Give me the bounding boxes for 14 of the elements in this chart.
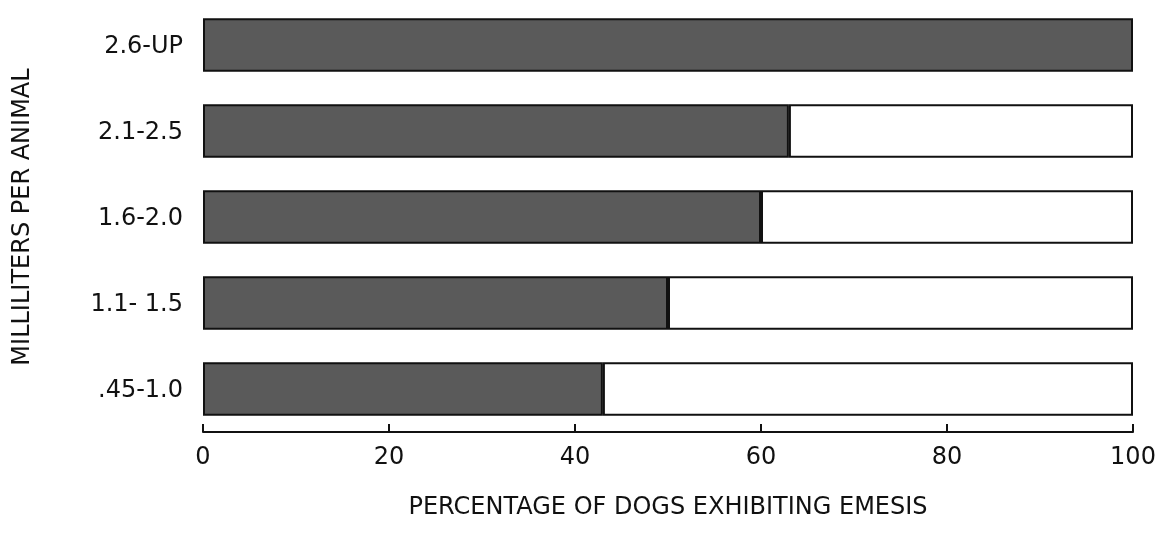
bar (203, 18, 1133, 72)
x-axis-title: PERCENTAGE OF DOGS EXHIBITING EMESIS (408, 492, 928, 520)
x-tick-label: 80 (931, 442, 963, 470)
y-tick-label: .45-1.0 (98, 375, 183, 403)
x-tick-label: 40 (559, 442, 591, 470)
y-axis-title: MILLILITERS PER ANIMAL (7, 67, 35, 366)
x-tick-label: 20 (373, 442, 405, 470)
y-tick-label: 2.1-2.5 (98, 117, 183, 145)
y-tick-label: 1.1- 1.5 (90, 289, 183, 317)
y-tick-label: 1.6-2.0 (98, 203, 183, 231)
x-tick-label: 60 (745, 442, 777, 470)
x-tick-label: 100 (1110, 442, 1156, 470)
y-tick-label: 2.6-UP (104, 31, 183, 59)
x-tick-label: 0 (195, 442, 211, 470)
